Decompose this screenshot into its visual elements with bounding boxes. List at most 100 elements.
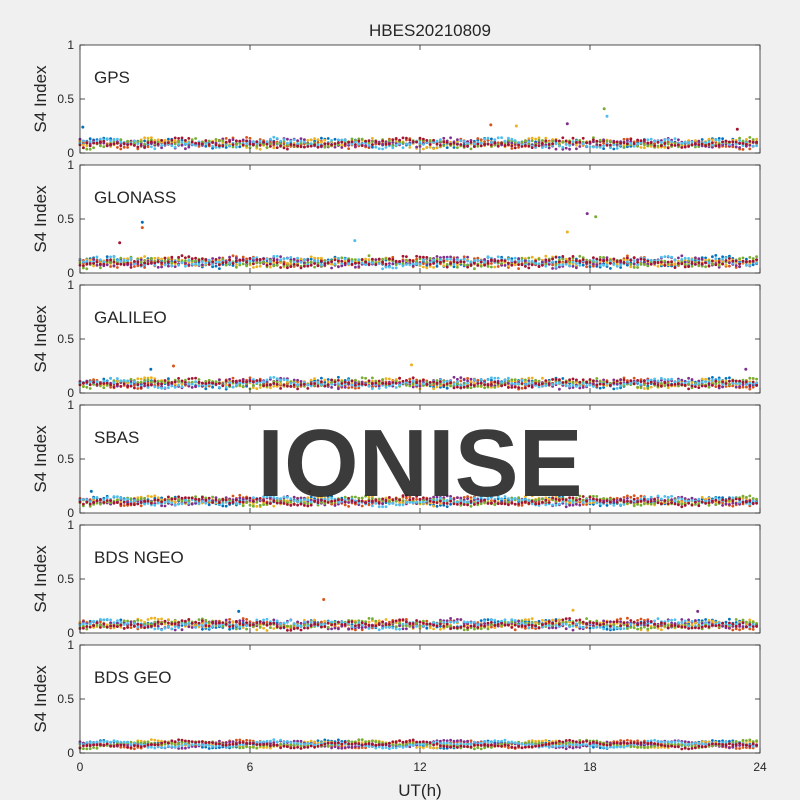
data-point — [462, 140, 466, 143]
data-point — [561, 263, 565, 267]
data-point — [235, 142, 238, 146]
data-point-spike — [565, 230, 569, 234]
data-point — [163, 138, 167, 142]
data-point — [728, 264, 731, 268]
data-point — [520, 386, 524, 390]
data-point — [435, 264, 439, 268]
data-point — [303, 383, 306, 386]
data-point — [670, 140, 673, 144]
data-point — [367, 254, 371, 258]
data-point — [337, 265, 340, 269]
data-point — [748, 260, 752, 263]
data-point — [95, 260, 99, 264]
data-point — [673, 144, 677, 147]
data-point — [418, 140, 422, 144]
data-point — [211, 146, 215, 150]
data-point — [632, 494, 636, 497]
data-point — [683, 383, 687, 387]
data-point — [289, 385, 293, 388]
data-point — [697, 264, 701, 268]
data-point — [214, 258, 218, 261]
data-point — [683, 145, 687, 149]
data-point — [238, 496, 242, 500]
data-point — [466, 259, 469, 263]
data-point — [428, 265, 432, 268]
data-point — [245, 257, 249, 261]
data-point — [126, 379, 129, 383]
data-point — [146, 259, 150, 263]
data-point — [483, 137, 486, 141]
data-point — [150, 140, 153, 144]
data-point — [660, 382, 663, 385]
data-point — [558, 378, 561, 381]
data-point — [660, 144, 663, 148]
data-point — [666, 142, 670, 146]
data-point — [588, 383, 592, 387]
data-point — [479, 141, 483, 145]
data-point — [503, 139, 507, 143]
data-point — [139, 258, 143, 262]
data-point — [252, 256, 255, 260]
data-point — [85, 147, 89, 151]
data-point — [643, 383, 646, 387]
data-point — [626, 494, 629, 498]
panel-label: GALILEO — [94, 308, 167, 327]
data-point — [456, 385, 459, 389]
data-point — [452, 382, 456, 386]
data-point — [721, 385, 724, 389]
data-point — [194, 137, 198, 140]
data-point — [517, 146, 520, 149]
data-point — [717, 143, 721, 147]
data-point — [194, 262, 198, 266]
data-point — [309, 263, 313, 267]
data-point — [721, 383, 724, 386]
data-point — [296, 256, 299, 260]
data-point — [330, 139, 333, 142]
data-point — [282, 138, 286, 141]
data-point — [265, 146, 269, 149]
data-point — [541, 141, 544, 145]
data-point — [255, 387, 259, 391]
data-point — [377, 387, 381, 390]
data-point — [738, 262, 741, 266]
data-point — [673, 383, 677, 386]
data-point — [228, 261, 232, 265]
data-point — [527, 376, 531, 380]
data-point — [564, 139, 568, 143]
data-point — [568, 147, 571, 151]
data-point — [231, 145, 235, 149]
data-point — [248, 257, 252, 260]
data-point — [394, 381, 398, 385]
data-point — [231, 264, 235, 267]
data-point — [150, 380, 153, 384]
data-point — [214, 380, 218, 384]
data-point — [564, 262, 568, 266]
data-point — [279, 266, 282, 269]
data-point — [537, 385, 541, 389]
data-point — [150, 261, 153, 265]
data-point — [663, 146, 667, 149]
data-point — [340, 140, 344, 144]
data-point — [592, 145, 595, 149]
data-point — [364, 144, 367, 147]
data-point — [85, 381, 89, 384]
data-point — [415, 257, 418, 261]
data-point — [139, 386, 143, 389]
data-point — [377, 147, 381, 151]
data-point — [755, 137, 758, 141]
data-point — [350, 140, 354, 144]
data-point — [95, 380, 99, 383]
data-point — [476, 384, 480, 388]
data-point — [660, 376, 663, 380]
data-point — [558, 260, 561, 264]
data-point — [595, 379, 599, 383]
data-point — [609, 267, 612, 270]
data-point — [728, 379, 731, 383]
data-point — [527, 140, 531, 144]
data-point — [88, 147, 92, 151]
data-point — [643, 143, 646, 147]
data-point — [306, 138, 310, 142]
data-point — [248, 146, 252, 150]
data-point — [391, 138, 395, 142]
data-point — [595, 383, 599, 387]
